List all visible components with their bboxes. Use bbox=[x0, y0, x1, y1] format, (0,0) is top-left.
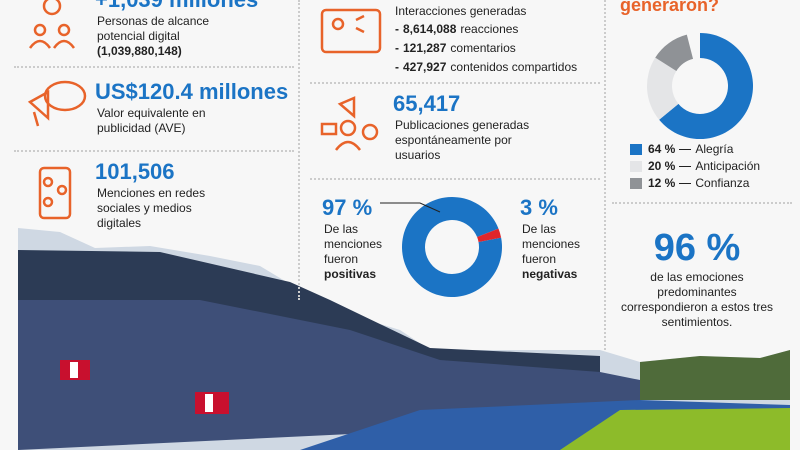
interaction-item: -8,614,088 reacciones bbox=[395, 22, 518, 37]
photo-trees bbox=[640, 350, 790, 400]
item-prefix: - bbox=[395, 41, 399, 55]
icon-phone bbox=[38, 166, 72, 220]
donut-segment bbox=[659, 33, 753, 139]
divider bbox=[14, 66, 294, 68]
stat-text: Personas de alcance potencial digital bbox=[97, 14, 210, 43]
item-value: 8,614,088 bbox=[403, 22, 457, 36]
legend-swatch bbox=[630, 144, 642, 155]
legend-value: 64 % bbox=[648, 142, 676, 156]
item-label: contenidos compartidos bbox=[450, 60, 578, 74]
item-value: 121,287 bbox=[403, 41, 447, 55]
donut-segment bbox=[477, 228, 502, 242]
stat-value: +1,039 millones bbox=[95, 0, 258, 12]
item-label: reacciones bbox=[460, 22, 519, 36]
donut-segment bbox=[647, 57, 679, 120]
legend-value: 20 % bbox=[648, 159, 676, 173]
legend-label: Alegría bbox=[695, 142, 734, 156]
photo-flag bbox=[70, 362, 78, 378]
donut-category: positivas bbox=[324, 267, 377, 281]
divider bbox=[310, 178, 600, 180]
donut-text: De las menciones fueron positivas bbox=[324, 222, 384, 282]
donut-text: De las menciones fueron negativas bbox=[522, 222, 582, 282]
legend-dash bbox=[679, 183, 692, 184]
donut-text: De las menciones fueron bbox=[324, 222, 383, 266]
icon-people bbox=[28, 0, 76, 49]
stat-text: Publicaciones generadas espontáneamente … bbox=[395, 118, 530, 162]
divider bbox=[310, 82, 600, 84]
legend-dash bbox=[679, 149, 692, 150]
stat-value: 65,417 bbox=[393, 91, 461, 116]
legend-swatch bbox=[630, 178, 642, 189]
pointer bbox=[380, 202, 441, 213]
item-prefix: - bbox=[395, 60, 399, 74]
legend-label: Confianza bbox=[695, 176, 750, 190]
legend-swatch bbox=[630, 161, 642, 172]
legend-item: 20 % Anticipación bbox=[630, 159, 760, 174]
interaction-item: -427,927 contenidos compartidos bbox=[395, 60, 577, 75]
legend-value: 12 % bbox=[648, 176, 676, 190]
donut-segment bbox=[401, 196, 502, 297]
icon-megaphone bbox=[27, 80, 87, 127]
legend-label: Anticipación bbox=[695, 159, 761, 173]
stat-text: de las emociones predominantes correspon… bbox=[620, 270, 774, 329]
interaction-item: -121,287 comentarios bbox=[395, 41, 516, 56]
divider bbox=[604, 0, 606, 350]
icon-video bbox=[320, 8, 382, 54]
legend-item: 12 % Confianza bbox=[630, 176, 749, 191]
donut-label: 3 % bbox=[520, 195, 558, 220]
divider bbox=[612, 202, 792, 204]
stat-detail: (1,039,880,148) bbox=[97, 44, 182, 58]
divider bbox=[14, 150, 294, 152]
stat-value: 96 % bbox=[653, 227, 741, 269]
photo-field bbox=[560, 408, 790, 450]
stat-value: US$120.4 millones bbox=[95, 79, 289, 104]
photo-flag bbox=[205, 394, 213, 412]
donut-label: 97 % bbox=[322, 195, 373, 220]
stat-text: Valor equivalente en publicidad (AVE) bbox=[97, 106, 206, 135]
legend-item: 64 % Alegría bbox=[630, 142, 733, 157]
donut-text: De las menciones fueron bbox=[522, 222, 581, 266]
divider bbox=[298, 0, 300, 300]
donut-segment bbox=[655, 34, 694, 71]
item-label: comentarios bbox=[450, 41, 516, 55]
stat-text: Menciones en redes sociales y medios dig… bbox=[97, 186, 206, 230]
stat-value: 101,506 bbox=[95, 159, 175, 184]
chart-title: generaron? bbox=[620, 0, 720, 15]
section-title: Interacciones generadas bbox=[395, 4, 527, 18]
icon-person-megaphone bbox=[320, 96, 379, 151]
donut-category: negativas bbox=[522, 267, 578, 281]
item-value: 427,927 bbox=[403, 60, 447, 74]
legend-dash bbox=[679, 166, 692, 167]
item-prefix: - bbox=[395, 22, 399, 36]
